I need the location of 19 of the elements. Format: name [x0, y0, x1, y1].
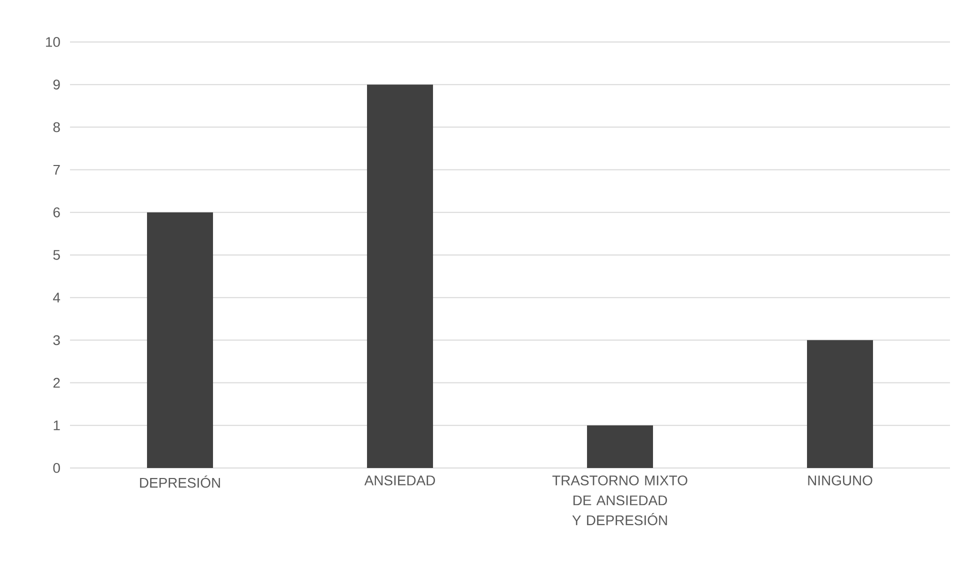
y-tick-label: 4 — [53, 292, 60, 302]
x-tick-label: TRASTORNO MIXTO DE ANSIEDAD Y DEPRESIÓN — [552, 475, 688, 526]
bar — [147, 212, 214, 468]
bar — [587, 425, 654, 468]
y-tick-label: 3 — [53, 335, 60, 346]
y-tick-label: 6 — [53, 207, 60, 218]
y-tick-label: 8 — [53, 122, 60, 132]
y-tick-label: 7 — [53, 164, 60, 175]
bar — [367, 84, 434, 468]
x-tick-label: NINGUNO — [808, 475, 872, 486]
x-tick-label: ANSIEDAD — [364, 475, 435, 486]
y-tick-label: 5 — [53, 250, 60, 260]
x-tick-label: DEPRESIÓN — [140, 476, 220, 488]
y-tick-label: 0 — [53, 463, 60, 473]
y-tick-label: 9 — [53, 80, 60, 90]
bar — [807, 340, 874, 468]
y-tick-label: 10 — [46, 37, 60, 47]
y-tick-label: 2 — [53, 378, 60, 388]
y-tick-label: 1 — [54, 420, 60, 430]
